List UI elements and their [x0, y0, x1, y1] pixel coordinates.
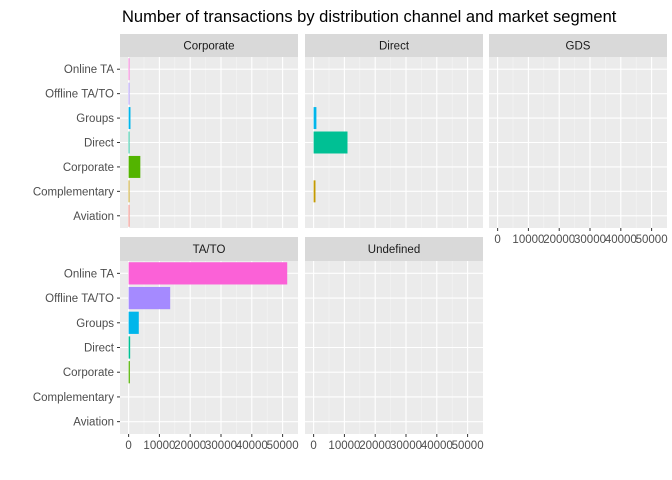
bar-offline-ta-to — [128, 286, 171, 310]
x-tick-label: 30000 — [574, 234, 606, 246]
y-tick-label: Direct — [84, 138, 115, 150]
y-tick-label: Online TA — [64, 64, 114, 76]
bar-complementary — [313, 180, 316, 203]
x-tick-label: 20000 — [174, 440, 206, 452]
x-tick-label: 40000 — [605, 234, 637, 246]
facet-strip — [305, 34, 483, 57]
bar-direct — [128, 131, 130, 154]
x-tick-label: 40000 — [236, 440, 268, 452]
x-tick-label: 40000 — [421, 440, 453, 452]
facet-ta-to: TA/TO Aviation Complementary Corporate Direc… — [33, 237, 299, 452]
x-tick-label: 50000 — [636, 234, 668, 246]
bar-corporate — [128, 361, 130, 384]
bar-groups — [313, 107, 317, 130]
x-tick-label: 0 — [494, 234, 500, 246]
y-tick-label: Online TA — [64, 268, 114, 280]
chart-title: Number of transactions by distribution c… — [122, 8, 617, 26]
bar-groups — [128, 107, 131, 130]
y-tick-label: Direct — [84, 343, 115, 355]
y-tick-label: Complementary — [33, 186, 114, 198]
x-tick-label: 30000 — [205, 440, 237, 452]
x-tick-label: 10000 — [512, 234, 544, 246]
facet-strip — [120, 34, 298, 57]
bar-offline-ta-to — [128, 82, 130, 105]
y-tick-label: Corporate — [63, 162, 114, 174]
y-tick-label: Groups — [76, 318, 114, 330]
bar-direct — [128, 336, 131, 359]
bar-complementary — [128, 180, 130, 203]
bar-aviation — [128, 204, 130, 227]
x-tick-label: 30000 — [390, 440, 422, 452]
y-tick-label: Aviation — [73, 211, 114, 223]
x-tick-label: 0 — [310, 440, 316, 452]
y-tick-label: Corporate — [63, 367, 114, 379]
y-tick-label: Aviation — [73, 417, 114, 429]
bar-online-ta — [128, 58, 130, 81]
x-tick-label: 20000 — [543, 234, 575, 246]
y-tick-label: Offline TA/TO — [45, 89, 114, 101]
y-tick-label: Offline TA/TO — [45, 293, 114, 305]
bar-groups — [128, 311, 139, 334]
facet-strip-label: TA/TO — [193, 244, 226, 256]
bar-direct — [313, 131, 348, 154]
facet-strip — [305, 237, 483, 261]
x-tick-label: 10000 — [328, 440, 360, 452]
y-tick-label: Complementary — [33, 392, 114, 404]
facet-strip — [120, 237, 298, 261]
facet-strip-label: Direct — [379, 41, 410, 53]
x-tick-label: 50000 — [452, 440, 484, 452]
bar-online-ta — [128, 262, 288, 285]
facet-strip-label: Undefined — [368, 244, 420, 256]
facet-corporate: Corporate Aviation Complementary Corporate D… — [33, 34, 298, 228]
bar-corporate — [128, 155, 141, 178]
x-tick-label: 20000 — [359, 440, 391, 452]
facet-direct: Direct — [305, 34, 483, 228]
x-tick-label: 50000 — [267, 440, 299, 452]
y-tick-label: Groups — [76, 113, 114, 125]
x-tick-label: 0 — [125, 440, 131, 452]
facet-strip-label: GDS — [566, 41, 591, 53]
facet-strip-label: Corporate — [183, 41, 234, 53]
facet-strip — [489, 34, 667, 57]
facet-panels: Corporate Aviation Complementary Corporate D… — [33, 34, 668, 452]
x-tick-label: 10000 — [143, 440, 175, 452]
